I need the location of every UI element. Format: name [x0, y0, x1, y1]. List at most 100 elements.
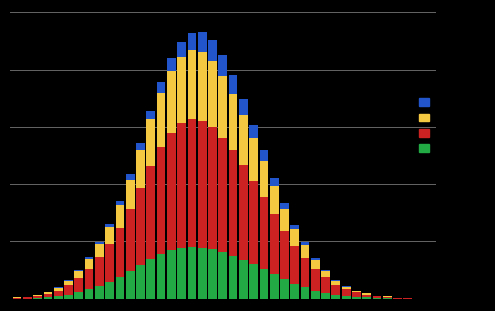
Bar — [23, 297, 32, 299]
Bar — [44, 292, 52, 294]
Bar — [157, 147, 165, 254]
Bar — [167, 71, 176, 132]
Bar — [167, 132, 176, 250]
Bar — [403, 298, 412, 299]
Bar — [300, 287, 309, 299]
Bar — [239, 165, 248, 260]
Bar — [188, 33, 197, 50]
Bar — [249, 138, 258, 181]
Bar — [208, 40, 217, 61]
Bar — [270, 178, 279, 186]
Bar — [218, 55, 227, 76]
Bar — [249, 181, 258, 264]
Bar — [85, 290, 94, 299]
Bar — [259, 269, 268, 299]
Bar — [332, 280, 340, 281]
Bar — [64, 280, 73, 281]
Bar — [74, 278, 83, 292]
Bar — [198, 32, 206, 52]
Bar — [249, 125, 258, 138]
Bar — [126, 209, 135, 271]
Bar — [33, 296, 42, 298]
Bar — [208, 249, 217, 299]
Bar — [177, 248, 186, 299]
Bar — [157, 82, 165, 93]
Bar — [352, 290, 361, 292]
Bar — [74, 270, 83, 271]
Bar — [229, 75, 238, 94]
Bar — [147, 166, 155, 259]
Bar — [33, 298, 42, 299]
Bar — [280, 231, 289, 279]
Bar — [342, 290, 350, 296]
Bar — [157, 93, 165, 147]
Bar — [85, 259, 94, 269]
Bar — [95, 286, 104, 299]
Bar — [352, 292, 361, 297]
Bar — [95, 244, 104, 258]
Bar — [147, 119, 155, 166]
Bar — [13, 298, 21, 299]
Bar — [332, 295, 340, 299]
Bar — [321, 270, 330, 271]
Bar — [33, 295, 42, 296]
Bar — [115, 228, 124, 277]
Bar — [208, 61, 217, 127]
Bar — [332, 285, 340, 295]
Bar — [177, 57, 186, 123]
Bar — [105, 244, 114, 282]
Bar — [300, 243, 309, 245]
Bar — [249, 264, 258, 299]
Bar — [13, 297, 21, 298]
Bar — [373, 298, 381, 299]
Bar — [177, 42, 186, 57]
Bar — [311, 260, 320, 269]
Bar — [85, 258, 94, 259]
Bar — [44, 297, 52, 299]
Bar — [126, 174, 135, 179]
Bar — [126, 271, 135, 299]
Bar — [321, 293, 330, 299]
Bar — [218, 252, 227, 299]
Bar — [198, 248, 206, 299]
Bar — [291, 284, 299, 299]
Bar — [311, 269, 320, 290]
Bar — [239, 99, 248, 115]
Bar — [383, 297, 392, 298]
Bar — [218, 138, 227, 252]
Bar — [362, 297, 371, 299]
Bar — [95, 242, 104, 244]
Bar — [74, 292, 83, 299]
Bar — [270, 215, 279, 274]
Bar — [167, 58, 176, 71]
Bar — [291, 229, 299, 246]
Bar — [74, 271, 83, 278]
Bar — [157, 254, 165, 299]
Bar — [332, 281, 340, 285]
Bar — [229, 256, 238, 299]
Bar — [54, 288, 62, 290]
Bar — [291, 225, 299, 229]
Bar — [136, 143, 145, 150]
Bar — [321, 277, 330, 293]
Bar — [321, 271, 330, 277]
Bar — [270, 274, 279, 299]
Bar — [136, 265, 145, 299]
Bar — [115, 277, 124, 299]
Bar — [64, 281, 73, 285]
Bar — [239, 115, 248, 165]
Bar — [105, 282, 114, 299]
Bar — [280, 279, 289, 299]
Bar — [64, 295, 73, 299]
Bar — [188, 119, 197, 247]
Bar — [126, 179, 135, 209]
Bar — [188, 247, 197, 299]
Bar — [259, 197, 268, 269]
Bar — [383, 298, 392, 299]
Bar — [115, 205, 124, 228]
Bar — [218, 76, 227, 138]
Bar — [373, 296, 381, 298]
Bar — [362, 295, 371, 297]
Bar — [270, 186, 279, 215]
Bar — [352, 297, 361, 299]
